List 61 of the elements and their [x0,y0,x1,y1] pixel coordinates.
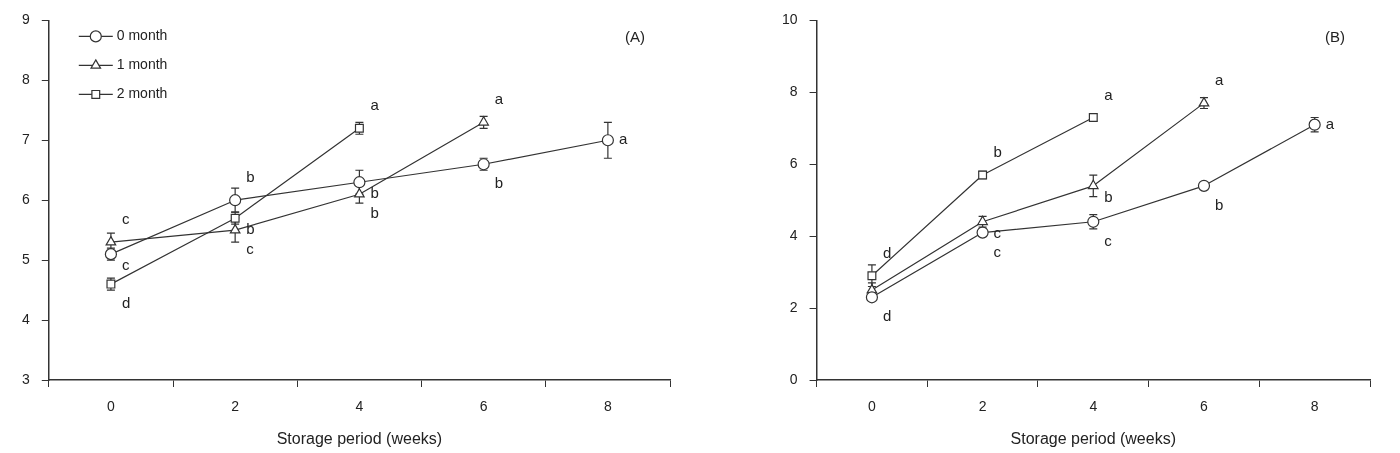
annotation: c [121,256,130,274]
y-tick-label: 8 [789,83,798,100]
point [229,194,242,207]
x-tick-label: 0 [868,398,877,415]
x-tick-label: 8 [1310,398,1319,415]
annotation: c [246,240,255,258]
point [353,176,366,189]
x-tick-label: 0 [107,398,116,415]
annotation: a [370,96,380,114]
y-tick-label: 6 [789,155,798,172]
annotation: b [993,143,1002,161]
annotation: d [882,243,892,261]
annotation: b [246,168,255,186]
legend-label: 0 month [116,27,168,44]
annotation: a [1214,71,1224,89]
point [229,224,241,234]
annotation: a [1104,85,1114,103]
annotation: c [1104,231,1113,249]
legend-label: 1 month [116,56,168,73]
y-tick-label: 6 [21,191,30,208]
annotation: c [993,242,1002,260]
x-tick-label: 2 [978,398,987,415]
point [976,226,989,239]
point [865,291,879,304]
point [1197,179,1211,192]
annotation: a [1325,114,1335,132]
annotation: (B) [1325,27,1345,45]
y-tick-label: 4 [789,227,798,244]
annotation: a [494,90,504,108]
annotation: d [121,294,131,312]
point [105,236,117,246]
annotation: (A) [625,27,645,45]
point [1087,179,1099,190]
x-tick-label: 6 [479,398,488,415]
y-tick-label: 5 [21,250,30,267]
y-tick-label: 9 [21,11,30,28]
annotation: a [618,130,628,148]
y-tick-label: 7 [21,131,30,148]
annotation: b [1104,187,1113,205]
x-tick-label: 8 [603,398,612,415]
x-tick-label: 2 [231,398,240,415]
annotation: b [370,204,379,222]
x-axis-title: Storage period (weeks) [1010,429,1176,447]
y-tick-label: 4 [21,310,30,327]
annotation: b [370,184,379,202]
annotation: c [121,210,130,228]
point [601,134,614,147]
x-axis-title: Storage period (weeks) [276,429,443,447]
x-tick-label: 6 [1200,398,1209,415]
annotation: b [494,174,503,192]
annotation: b [1214,195,1224,213]
legend-label: 2 month [116,85,168,102]
y-tick-label: 10 [781,11,798,28]
x-tick-label: 4 [1089,398,1098,415]
annotation: d [882,307,892,325]
y-tick-label: 0 [789,370,798,387]
y-tick-label: 2 [789,298,798,315]
y-tick-label: 3 [21,370,30,387]
y-tick-label: 8 [21,71,30,88]
x-tick-label: 4 [355,398,364,415]
point [354,188,365,198]
